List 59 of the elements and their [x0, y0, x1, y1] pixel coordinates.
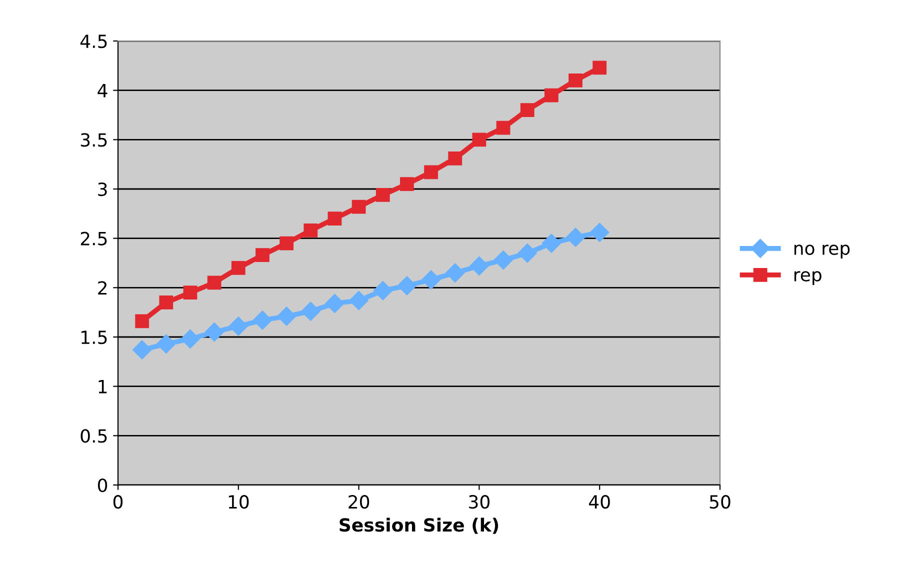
point [159, 296, 174, 310]
point [252, 310, 272, 330]
point [544, 88, 558, 102]
point [520, 103, 534, 118]
point [494, 250, 513, 270]
x-tick-label: 0 [113, 495, 123, 509]
point [446, 263, 465, 282]
y-tick-label: 2 [98, 281, 106, 295]
y-tick-label: 0.5 [80, 429, 107, 443]
y-tick-label: 2.5 [80, 232, 107, 246]
point [472, 132, 486, 147]
x-tick-label: 40 [588, 495, 610, 509]
y-tick-label: 0 [98, 478, 108, 492]
point [496, 120, 510, 135]
point [422, 270, 441, 290]
x-tick-label: 10 [228, 495, 249, 509]
point [590, 222, 610, 242]
point [231, 260, 246, 275]
point [349, 290, 368, 310]
point [566, 228, 586, 247]
point [470, 256, 489, 276]
point [328, 212, 342, 226]
y-tick-label: 3.5 [80, 133, 107, 147]
point [156, 334, 176, 354]
x-tick-label: 20 [348, 495, 370, 509]
point [373, 281, 392, 300]
point [592, 60, 607, 75]
y-tick-label: 3 [98, 182, 107, 196]
x-tick-label: 50 [710, 495, 730, 509]
x-tick-label: 30 [469, 495, 490, 509]
point [280, 236, 294, 250]
point [542, 234, 561, 253]
point [301, 302, 320, 321]
point [518, 244, 537, 263]
point [400, 177, 414, 192]
point [568, 74, 582, 88]
point [424, 165, 438, 180]
y-tick-label: 4.5 [80, 34, 107, 48]
point [325, 294, 344, 313]
y-tick-label: 4 [98, 84, 108, 98]
point [397, 276, 416, 296]
point [256, 248, 270, 262]
point [304, 223, 318, 238]
point [135, 314, 150, 328]
point [132, 340, 152, 360]
legend-label: no rep [794, 244, 850, 258]
point [183, 286, 198, 300]
x-axis-title: Session Size (k) [340, 518, 498, 534]
point [448, 151, 462, 166]
point [352, 200, 366, 214]
point [277, 306, 296, 326]
point [376, 188, 390, 202]
point [180, 329, 200, 349]
point [204, 322, 224, 342]
point [207, 276, 222, 290]
legend-label: rep [794, 271, 822, 285]
point [228, 316, 248, 336]
y-tick-label: 1 [98, 380, 107, 394]
y-tick-label: 1.5 [82, 330, 107, 344]
